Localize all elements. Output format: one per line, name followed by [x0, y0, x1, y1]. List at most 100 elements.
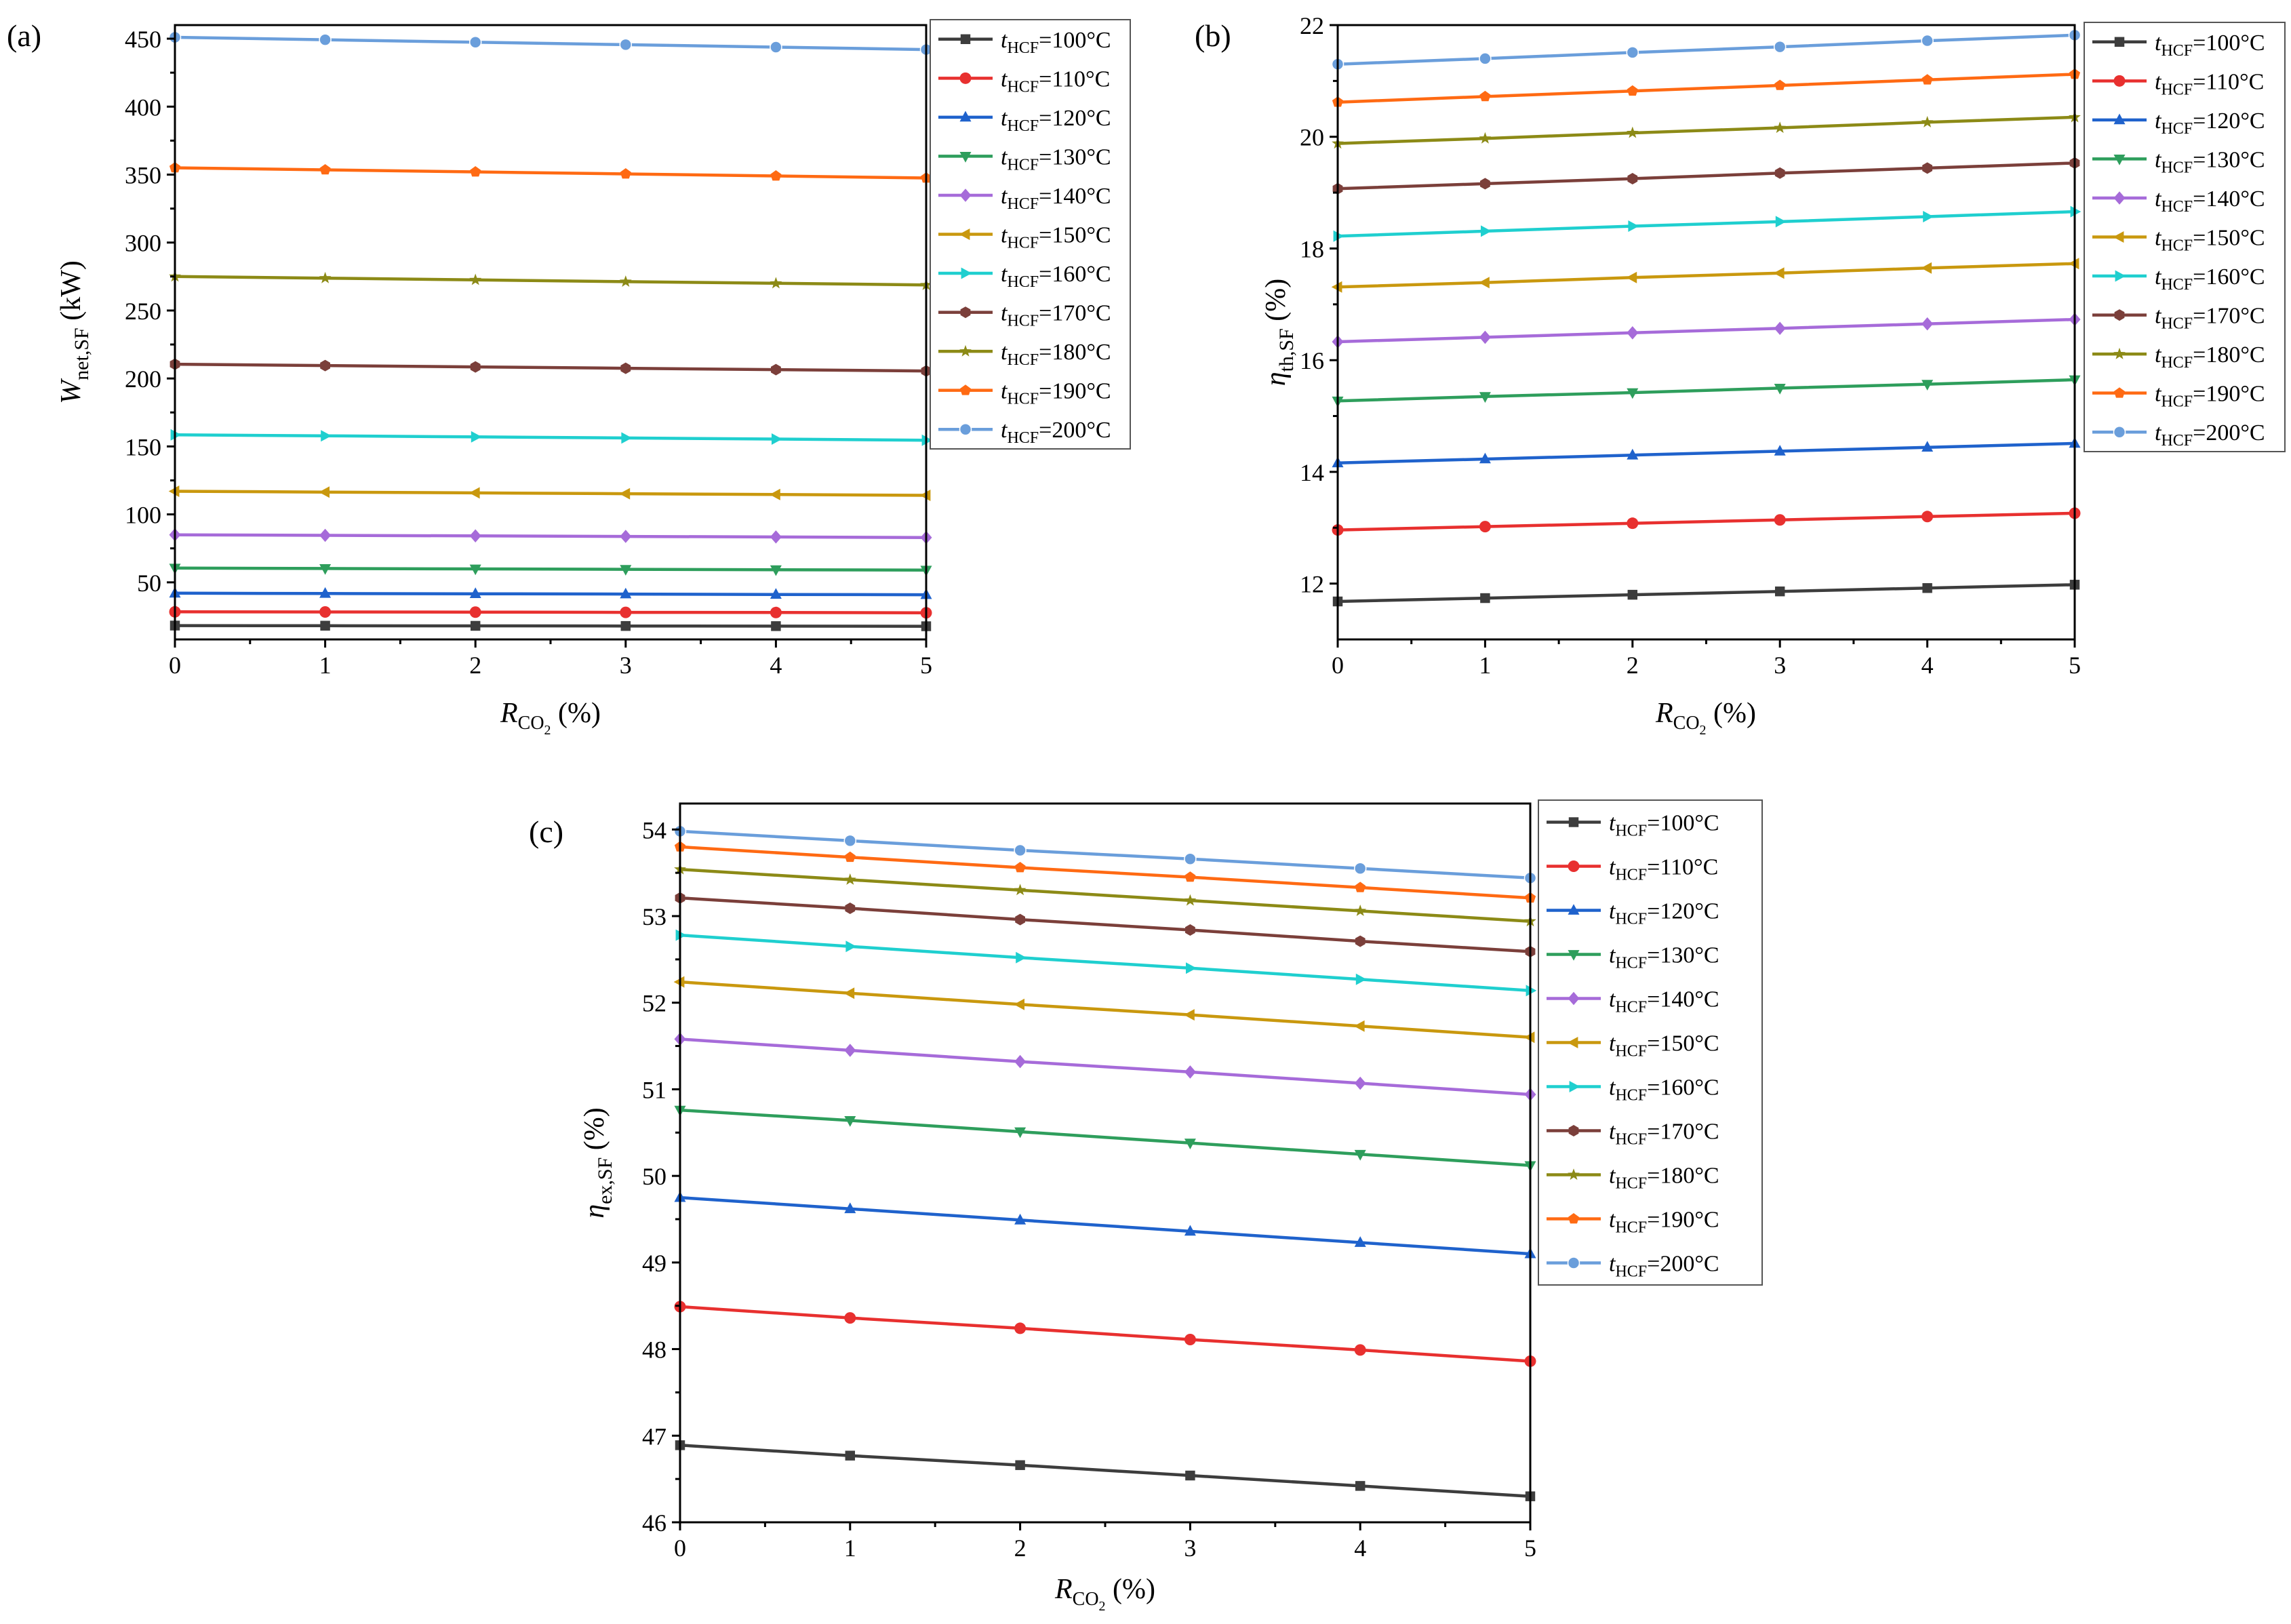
data-point — [1774, 384, 1786, 395]
y-tick-label: 53 — [642, 903, 666, 930]
data-point — [320, 620, 330, 631]
legend-swatch-marker — [1568, 991, 1580, 1006]
legend-swatch-marker — [1568, 1168, 1580, 1181]
legend-item: tHCF=120°C — [2092, 108, 2265, 138]
legend-swatch-marker — [960, 306, 971, 319]
legend-swatch-marker — [2113, 113, 2126, 125]
data-point — [845, 903, 856, 914]
data-point — [619, 488, 631, 500]
legend-label: tHCF=120°C — [1609, 899, 1719, 928]
data-point — [1186, 962, 1197, 974]
legend-item: tHCF=150°C — [938, 223, 1111, 252]
data-point — [1184, 1065, 1196, 1079]
legend-label: tHCF=130°C — [1609, 943, 1719, 972]
legend-label: tHCF=110°C — [2155, 69, 2264, 98]
legend-item: tHCF=150°C — [1547, 1031, 1719, 1061]
series-1 — [674, 1301, 1536, 1367]
data-point — [1626, 46, 1639, 59]
y-tick-label: 50 — [137, 570, 161, 597]
series-line — [1337, 262, 2075, 289]
y-tick-label: 49 — [642, 1250, 666, 1277]
x-tick-label: 3 — [1184, 1534, 1196, 1562]
data-point — [1921, 441, 1934, 452]
series-line — [174, 624, 927, 628]
series-line — [679, 980, 1531, 1039]
legend-swatch-marker — [1568, 950, 1580, 961]
data-point — [621, 432, 633, 444]
legend-item: tHCF=100°C — [1547, 811, 1719, 840]
y-tick-label: 12 — [1300, 571, 1324, 598]
data-point — [619, 38, 633, 52]
series-line — [174, 275, 927, 287]
series-4 — [1332, 313, 2081, 349]
series-line — [679, 933, 1531, 993]
data-point — [1921, 116, 1934, 127]
data-point — [620, 362, 631, 374]
legend-swatch-marker — [959, 229, 970, 240]
y-tick-label: 48 — [642, 1336, 666, 1364]
data-point — [843, 834, 857, 848]
data-point — [1014, 884, 1027, 896]
y-tick-label: 100 — [125, 502, 161, 529]
data-point — [1923, 211, 1934, 222]
legend-swatch-marker — [959, 189, 972, 202]
legend-label: tHCF=140°C — [1609, 987, 1719, 1016]
legend-swatch-marker — [959, 422, 972, 436]
legend-item: tHCF=100°C — [938, 28, 1111, 57]
legend-label: tHCF=100°C — [1609, 811, 1719, 840]
data-point — [1354, 1236, 1366, 1247]
legend-label: tHCF=140°C — [1001, 184, 1111, 213]
data-point — [620, 168, 631, 179]
x-tick-label: 5 — [920, 652, 932, 679]
y-tick-label: 300 — [125, 230, 161, 257]
panel-label: (c) — [529, 814, 563, 849]
x-tick-label: 1 — [1479, 652, 1491, 679]
legend-item: tHCF=180°C — [1547, 1164, 1719, 1193]
legend-swatch-marker — [1568, 904, 1580, 915]
data-point — [1628, 220, 1639, 232]
data-point — [319, 606, 332, 618]
chart-panel-a: (a) 0 1 2 3 4 5 50 100 150 200 250 300 350 400 450 RCO2 … — [7, 18, 1131, 738]
legend-item: tHCF=180°C — [938, 340, 1111, 369]
legend-item: tHCF=120°C — [1547, 899, 1719, 928]
legend-swatch-marker — [1568, 1213, 1580, 1224]
data-point — [1627, 326, 1639, 340]
data-point — [1184, 871, 1196, 882]
data-point — [1774, 167, 1785, 179]
data-point — [469, 564, 481, 576]
x-axis-title: RCO2 (%) — [500, 698, 601, 738]
data-point — [469, 36, 482, 49]
x-tick-label: 1 — [319, 652, 332, 679]
data-point — [620, 565, 632, 576]
legend-label: tHCF=170°C — [1609, 1120, 1719, 1149]
series-3 — [169, 563, 932, 577]
legend-swatch-marker — [1567, 1037, 1578, 1048]
data-point — [1479, 277, 1490, 289]
y-tick-label: 52 — [642, 990, 666, 1017]
series-line — [679, 1108, 1531, 1168]
data-point — [1354, 905, 1367, 916]
data-point — [1184, 894, 1197, 906]
data-point — [1184, 1225, 1196, 1236]
y-tick-label: 50 — [642, 1163, 666, 1190]
legend-swatch-marker — [1568, 860, 1580, 872]
data-point — [1480, 593, 1490, 603]
data-point — [319, 271, 332, 283]
data-point — [1922, 583, 1932, 593]
data-point — [319, 164, 331, 175]
data-point — [1479, 392, 1491, 403]
legend-label: tHCF=110°C — [1609, 855, 1718, 884]
legend-label: tHCF=190°C — [2155, 382, 2265, 411]
data-point — [1480, 178, 1490, 190]
legend-swatch-marker — [1567, 1256, 1580, 1269]
panel-label: (a) — [7, 18, 41, 53]
data-point — [1355, 1481, 1366, 1491]
x-tick-label: 5 — [2069, 652, 2081, 679]
series-line — [679, 867, 1531, 923]
data-point — [321, 430, 332, 442]
legend-label: tHCF=170°C — [2155, 304, 2265, 333]
data-point — [319, 587, 332, 598]
x-tick-label: 1 — [844, 1534, 856, 1562]
data-point — [1354, 1076, 1366, 1090]
data-point — [620, 587, 632, 599]
